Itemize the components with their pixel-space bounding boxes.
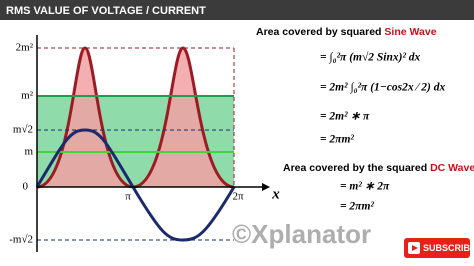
heading-highlight: DC Wave <box>430 162 474 174</box>
header-title: RMS VALUE OF VOLTAGE / CURRENT <box>6 5 206 17</box>
watermark: ©Xplanator <box>232 219 371 249</box>
x-arrow <box>262 183 270 191</box>
sine-squared-area <box>37 48 133 187</box>
heading-text: Area covered by the squared <box>283 162 427 174</box>
y-label: m√2 <box>13 124 33 136</box>
y-label: m² <box>21 90 34 102</box>
y-label: 0 <box>23 181 29 193</box>
sine-heading: Area covered by squared Sine Wave <box>256 26 437 38</box>
heading-text: Area covered by squared <box>256 26 381 38</box>
subscribe-button[interactable]: SUBSCRIBE <box>404 238 474 258</box>
x-axis-label: x <box>271 186 280 202</box>
y-label: m <box>24 146 33 158</box>
equation: = 2πm² <box>340 201 374 213</box>
equation: = 2m² ∗ π <box>320 111 370 123</box>
y-label: 2m² <box>16 42 34 54</box>
play-icon <box>412 245 418 251</box>
x-label: π <box>125 191 131 203</box>
equation: = m² ∗ 2π <box>340 181 390 193</box>
dc-heading: Area covered by the squared DC Wave <box>283 162 474 174</box>
equation: = 2πm² <box>320 134 354 146</box>
header-bar <box>0 0 474 20</box>
subscribe-bg[interactable] <box>404 238 470 258</box>
equation: = 2m² ∫₀²π (1−cos2x ⁄ 2) dx <box>320 82 445 94</box>
x-label: 2π <box>232 191 244 203</box>
heading-highlight: Sine Wave <box>384 26 436 38</box>
equation: = ∫₀²π (m√2 Sinx)² dx <box>320 51 421 64</box>
y-label: -m√2 <box>9 234 33 246</box>
subscribe-label[interactable]: SUBSCRIBE <box>423 243 474 253</box>
